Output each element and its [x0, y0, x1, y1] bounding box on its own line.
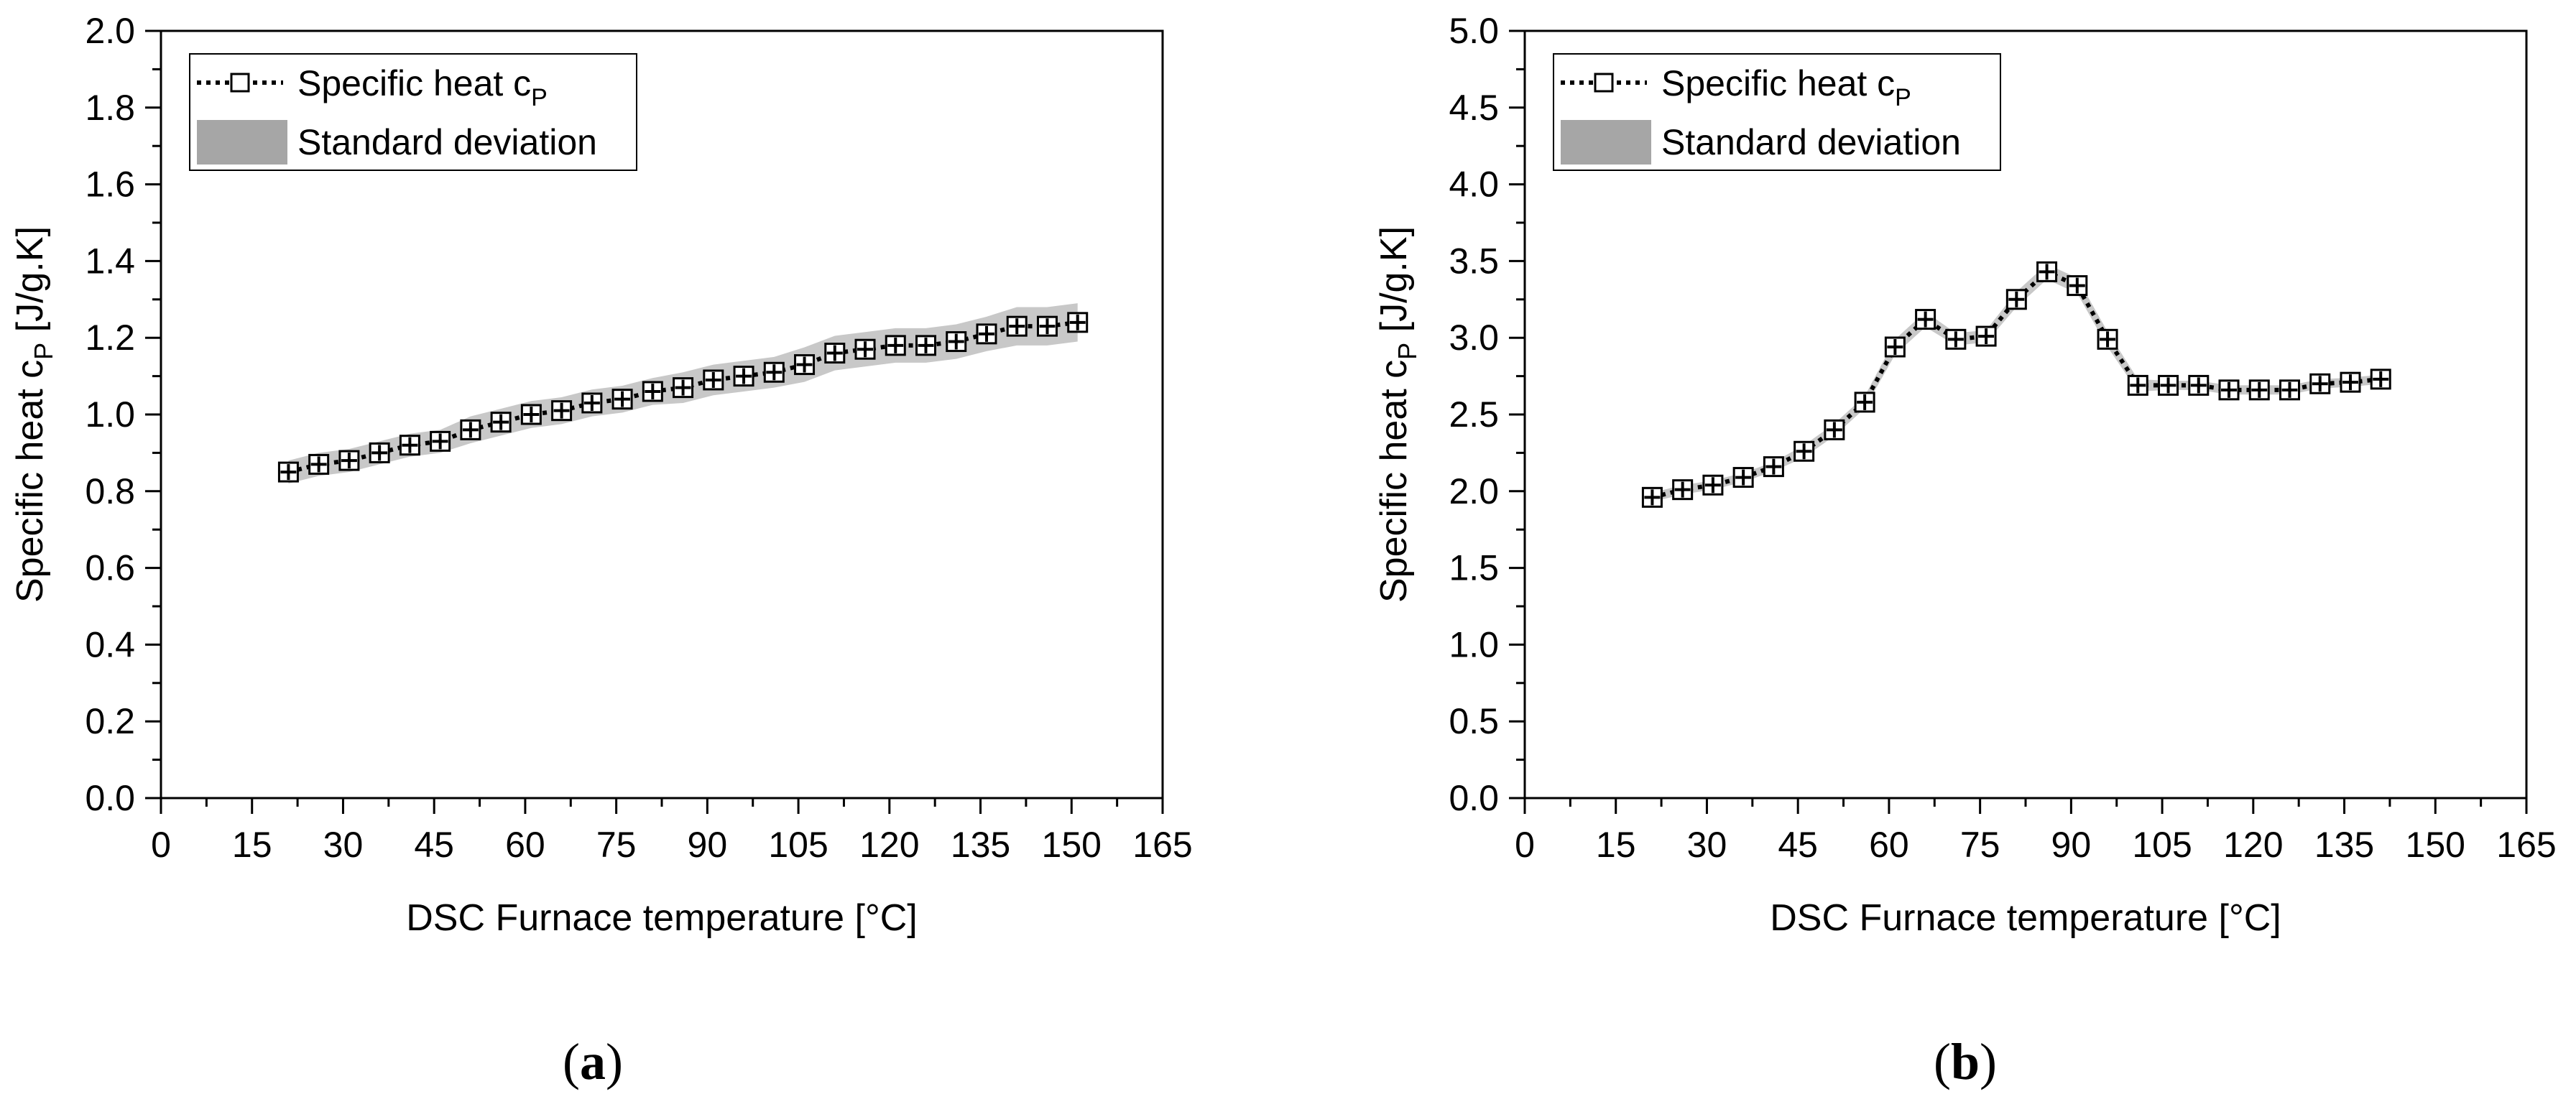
x-tick-label: 60: [1869, 825, 1909, 865]
x-tick-label: 90: [2051, 825, 2092, 865]
x-tick-label: 120: [859, 825, 919, 865]
chart-panel-a: 0 15 30 45 60 75 90 105 120 135 150 165 0.0 0.2 0.4 0.6…: [9, 11, 1193, 1090]
x-tick-label: 15: [1596, 825, 1636, 865]
y-axis-label-main: Specific heat c: [1373, 360, 1415, 603]
y-tick-label: 4.0: [1449, 165, 1499, 205]
legend-label-std: Standard deviation: [297, 122, 597, 162]
legend-label-specific-heat: Specific heat cP: [1661, 63, 1911, 111]
y-tick-label: 1.6: [85, 165, 135, 205]
legend-band-swatch: [1561, 120, 1651, 165]
legend-label-std: Standard deviation: [1661, 122, 1961, 162]
y-axis-label: Specific heat cP [J/g.K]: [1373, 226, 1422, 603]
std-band: [1652, 264, 2381, 502]
x-tick-label: 165: [1132, 825, 1192, 865]
y-axis: 0.0 0.5 1.0 1.5 2.0 2.5 3.0 3.5 4.0 4.5 5.0: [1449, 11, 1525, 818]
x-tick-label: 45: [414, 825, 454, 865]
x-tick-label: 60: [505, 825, 545, 865]
x-tick-label: 15: [232, 825, 272, 865]
caption-close: ): [1980, 1033, 1997, 1090]
y-tick-label: 1.4: [85, 241, 135, 281]
y-tick-label: 5.0: [1449, 11, 1499, 51]
y-tick-label: 1.2: [85, 318, 135, 358]
y-axis-label-sub: P: [29, 343, 58, 360]
x-tick-label: 150: [1042, 825, 1102, 865]
y-axis-label-sub: P: [1393, 343, 1422, 360]
x-axis-label: DSC Furnace temperature [°C]: [1770, 897, 2281, 939]
y-tick-label: 0.6: [85, 548, 135, 588]
legend-label-sub: P: [531, 84, 548, 111]
y-axis-label-unit: [J/g.K]: [1373, 226, 1415, 343]
y-tick-label: 0.8: [85, 471, 135, 511]
y-tick-label: 0.2: [85, 701, 135, 741]
x-tick-label: 105: [2132, 825, 2192, 865]
y-axis-label: Specific heat cP [J/g.K]: [9, 226, 58, 603]
y-tick-label: 1.5: [1449, 548, 1499, 588]
x-tick-label: 0: [151, 825, 171, 865]
legend-label-sub: P: [1895, 84, 1911, 111]
y-tick-label: 1.0: [85, 394, 135, 435]
legend-label-main: Specific heat c: [1661, 63, 1895, 103]
y-tick-label: 1.0: [1449, 624, 1499, 664]
x-tick-label: 75: [596, 825, 637, 865]
x-axis-label: DSC Furnace temperature [°C]: [406, 897, 918, 939]
x-axis: 0 15 30 45 60 75 90 105 120 135 150 165: [151, 798, 1193, 865]
y-tick-label: 4.5: [1449, 88, 1499, 128]
y-tick-label: 0.0: [1449, 778, 1499, 818]
series-markers: [1641, 261, 2391, 508]
y-tick-label: 1.8: [85, 88, 135, 128]
x-tick-label: 135: [2314, 825, 2374, 865]
legend-marker-swatch: [1594, 73, 1614, 93]
panel-caption: (b): [1934, 1033, 1997, 1090]
y-tick-label: 2.0: [85, 11, 135, 51]
caption-letter: a: [580, 1033, 606, 1090]
caption-close: ): [606, 1033, 623, 1090]
y-tick-label: 0.4: [85, 624, 135, 664]
legend-label-specific-heat: Specific heat cP: [297, 63, 548, 111]
y-tick-label: 2.0: [1449, 471, 1499, 511]
y-tick-label: 2.5: [1449, 394, 1499, 435]
y-axis: 0.0 0.2 0.4 0.6 0.8 1.0 1.2 1.4 1.6 1.8 2.0: [85, 11, 161, 818]
x-tick-label: 165: [2496, 825, 2556, 865]
legend: Specific heat cP Standard deviation: [1553, 53, 2001, 171]
x-tick-label: 30: [323, 825, 364, 865]
series-markers: [277, 312, 1089, 483]
x-tick-label: 135: [951, 825, 1010, 865]
chart-panel-b: 0 15 30 45 60 75 90 105 120 135 150 165 0.0 0.5 1.0 1.5…: [1373, 11, 2557, 1090]
legend-label-main: Specific heat c: [297, 63, 531, 103]
panel-caption: (a): [563, 1033, 623, 1090]
y-tick-label: 3.5: [1449, 241, 1499, 281]
x-tick-label: 120: [2223, 825, 2283, 865]
x-tick-label: 105: [768, 825, 828, 865]
y-tick-label: 0.5: [1449, 701, 1499, 741]
x-tick-label: 45: [1778, 825, 1818, 865]
y-axis-label-unit: [J/g.K]: [9, 226, 51, 343]
x-axis: 0 15 30 45 60 75 90 105 120 135 150 165: [1515, 798, 2557, 865]
caption-open: (: [1934, 1033, 1951, 1090]
legend-marker-swatch: [230, 73, 250, 93]
x-tick-label: 90: [688, 825, 728, 865]
y-axis-label-main: Specific heat c: [9, 360, 51, 603]
y-tick-label: 3.0: [1449, 318, 1499, 358]
x-tick-label: 150: [2406, 825, 2465, 865]
x-tick-label: 30: [1687, 825, 1727, 865]
x-tick-label: 0: [1515, 825, 1535, 865]
caption-letter: b: [1951, 1033, 1980, 1090]
x-tick-label: 75: [1960, 825, 2000, 865]
legend-band-swatch: [197, 120, 287, 165]
caption-open: (: [563, 1033, 580, 1090]
legend: Specific heat cP Standard deviation: [189, 53, 637, 171]
y-tick-label: 0.0: [85, 778, 135, 818]
